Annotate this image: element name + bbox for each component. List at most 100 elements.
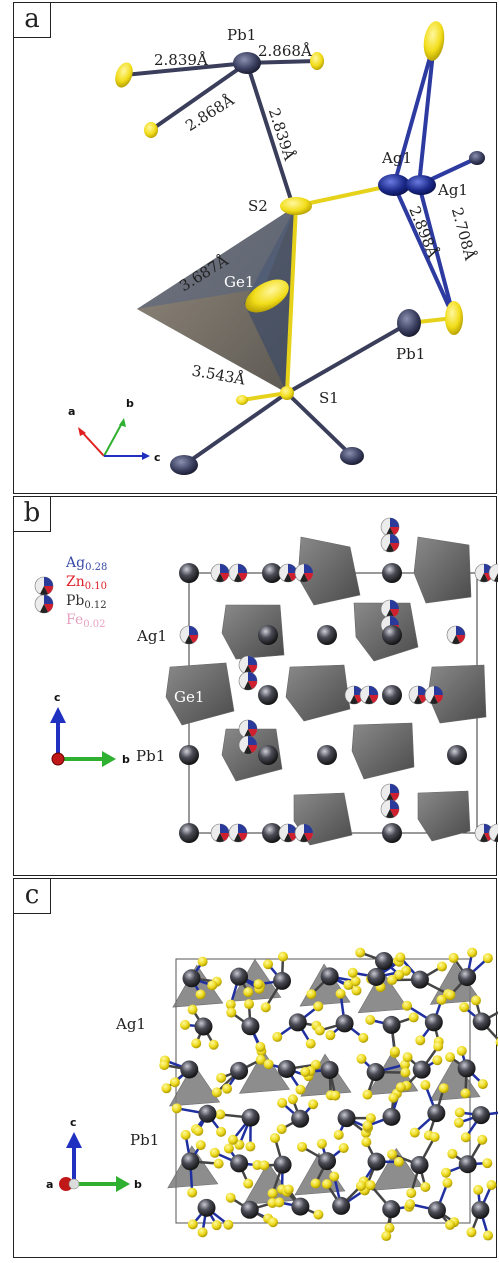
bond-label: 2.868Å bbox=[258, 42, 312, 60]
s-atom bbox=[478, 1079, 488, 1089]
s-atom bbox=[243, 1179, 253, 1189]
label-pb1-top: Pb1 bbox=[227, 26, 256, 44]
s-atom bbox=[172, 1103, 182, 1113]
s-atom bbox=[214, 1159, 224, 1169]
axis-c-label: c bbox=[154, 451, 161, 464]
pb-atom bbox=[383, 1016, 401, 1034]
s-atom bbox=[236, 395, 248, 405]
bond-label: 2.868Å bbox=[182, 91, 237, 135]
s-atom bbox=[395, 952, 405, 962]
pb-atom bbox=[318, 1152, 336, 1170]
legend-ag: Ag0.28 bbox=[65, 555, 107, 573]
s-atom bbox=[409, 1012, 419, 1022]
s-atom bbox=[445, 990, 455, 1000]
s-atom bbox=[447, 1149, 457, 1159]
s-atom bbox=[272, 1032, 282, 1042]
s-atom bbox=[306, 989, 316, 999]
s-atom bbox=[212, 1087, 222, 1097]
s-atom bbox=[388, 1093, 398, 1103]
s-atom bbox=[315, 1025, 325, 1035]
label-ag1-b: Ag1 bbox=[437, 181, 468, 199]
s-atom bbox=[366, 1180, 376, 1190]
s-atom bbox=[483, 953, 493, 963]
s-atom bbox=[226, 1008, 236, 1018]
pb-atom bbox=[321, 967, 339, 985]
pb-atom bbox=[183, 969, 201, 987]
s-atom bbox=[144, 122, 158, 138]
s-atom bbox=[406, 1188, 416, 1198]
legend: Ag0.28 Zn0.10 Pb0.12 Fe0.02 bbox=[35, 555, 107, 630]
panel-c-structure: Ag1 Pb1 c a b bbox=[14, 879, 498, 1259]
s-atom bbox=[430, 1132, 440, 1142]
panel-b: b Ag0.28 Zn0.10 Pb0.12 Fe0.02 bbox=[13, 496, 497, 876]
s-atom bbox=[381, 1231, 391, 1241]
s-atom bbox=[457, 1046, 467, 1056]
s-atom bbox=[361, 1137, 371, 1147]
panel-c-tag: c bbox=[14, 879, 51, 914]
axis-triad-c: c a b bbox=[46, 1116, 142, 1192]
s-atom bbox=[394, 1157, 404, 1167]
pb-atom bbox=[367, 1063, 385, 1081]
s-atom bbox=[196, 1140, 206, 1150]
s-atom bbox=[325, 1030, 335, 1040]
pb-atom bbox=[233, 52, 261, 74]
s-atom bbox=[261, 1002, 271, 1012]
pb-atom bbox=[411, 1156, 429, 1174]
s-atom bbox=[420, 1182, 430, 1192]
pb-atom bbox=[230, 1154, 248, 1172]
panel-c: c Ag1 Pb1 c a b bbox=[13, 878, 497, 1258]
pb-atom bbox=[472, 1106, 490, 1124]
label-ag1-a: Ag1 bbox=[381, 149, 412, 167]
s-atom bbox=[259, 1160, 269, 1170]
s-atom bbox=[210, 1148, 220, 1158]
s-atom bbox=[228, 1135, 238, 1145]
pb-atom bbox=[382, 1108, 400, 1126]
pb-atom bbox=[382, 1200, 400, 1218]
s-atom bbox=[313, 1210, 323, 1220]
s-atom bbox=[198, 957, 208, 967]
s-atom bbox=[317, 1139, 327, 1149]
s-atom bbox=[244, 999, 254, 1009]
s-atom bbox=[222, 1084, 232, 1094]
s-atom bbox=[193, 1126, 203, 1136]
s-atom bbox=[212, 1220, 222, 1230]
pb-atom bbox=[458, 968, 476, 986]
pb-atom bbox=[397, 309, 421, 337]
s-atom bbox=[356, 1054, 366, 1064]
s-atom bbox=[336, 989, 346, 999]
s-atom bbox=[170, 1077, 180, 1087]
s-atom bbox=[400, 1068, 410, 1078]
ag-atom bbox=[378, 174, 410, 196]
s-atom bbox=[387, 1149, 397, 1159]
s-atom bbox=[473, 1185, 483, 1195]
s-atom bbox=[482, 1158, 492, 1168]
s-atom bbox=[245, 1142, 255, 1152]
s-atom bbox=[263, 959, 273, 969]
s-atom bbox=[432, 1055, 442, 1065]
axis-a-label: a bbox=[46, 1178, 53, 1191]
s-atom bbox=[191, 1038, 201, 1048]
s-atom bbox=[421, 20, 446, 62]
s-atom bbox=[362, 1090, 372, 1100]
pb-atom bbox=[274, 1156, 292, 1174]
s-atom bbox=[355, 948, 365, 958]
s-atom bbox=[348, 968, 358, 978]
pb-atom bbox=[340, 447, 364, 465]
s-atom bbox=[216, 1127, 226, 1137]
s-atom bbox=[449, 953, 459, 963]
pb-atom bbox=[332, 1197, 350, 1215]
s-atom bbox=[264, 1059, 274, 1069]
pb-atom bbox=[427, 1104, 445, 1122]
ag-atom bbox=[406, 175, 436, 195]
s-atom bbox=[471, 995, 481, 1005]
pb-atom bbox=[458, 1059, 476, 1077]
label-ag1: Ag1 bbox=[136, 627, 167, 645]
s-atom bbox=[277, 1098, 287, 1108]
s-atom bbox=[415, 1035, 425, 1045]
s-atom bbox=[352, 986, 362, 996]
s-atom bbox=[455, 1108, 465, 1118]
pb-atom bbox=[198, 1105, 216, 1123]
axis-b-label: b bbox=[134, 1178, 142, 1191]
s-atom bbox=[196, 989, 206, 999]
legend-pb: Pb0.12 bbox=[66, 593, 107, 611]
